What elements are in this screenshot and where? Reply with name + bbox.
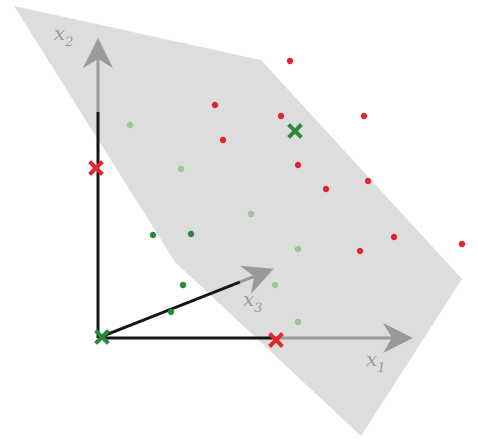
data-point [179,281,187,289]
data-point [271,281,279,289]
cross-marker [88,160,104,176]
data-point [390,233,398,241]
data-point [458,240,466,248]
cross-marker [268,332,284,348]
data-point [286,57,294,65]
data-points [88,57,466,348]
data-point [356,247,364,255]
data-point [294,318,302,326]
x3-axis-label: x3 [243,287,263,316]
data-point [247,210,255,218]
data-point [219,136,227,144]
data-point [211,101,219,109]
data-point [294,245,302,253]
data-point [277,112,285,120]
data-point [149,231,157,239]
data-point [322,185,330,193]
cross-marker [287,123,303,139]
data-point [126,121,134,129]
data-point [294,161,302,169]
data-point [167,308,175,316]
x3-axis-arrow [239,265,274,294]
data-point [177,165,185,173]
data-point [364,177,372,185]
cross-marker [94,329,110,345]
data-point [360,112,368,120]
hyperplane [14,6,462,436]
data-point [187,230,195,238]
x2-axis-label: x2 [54,21,74,50]
x1-axis-label: x1 [366,347,386,376]
